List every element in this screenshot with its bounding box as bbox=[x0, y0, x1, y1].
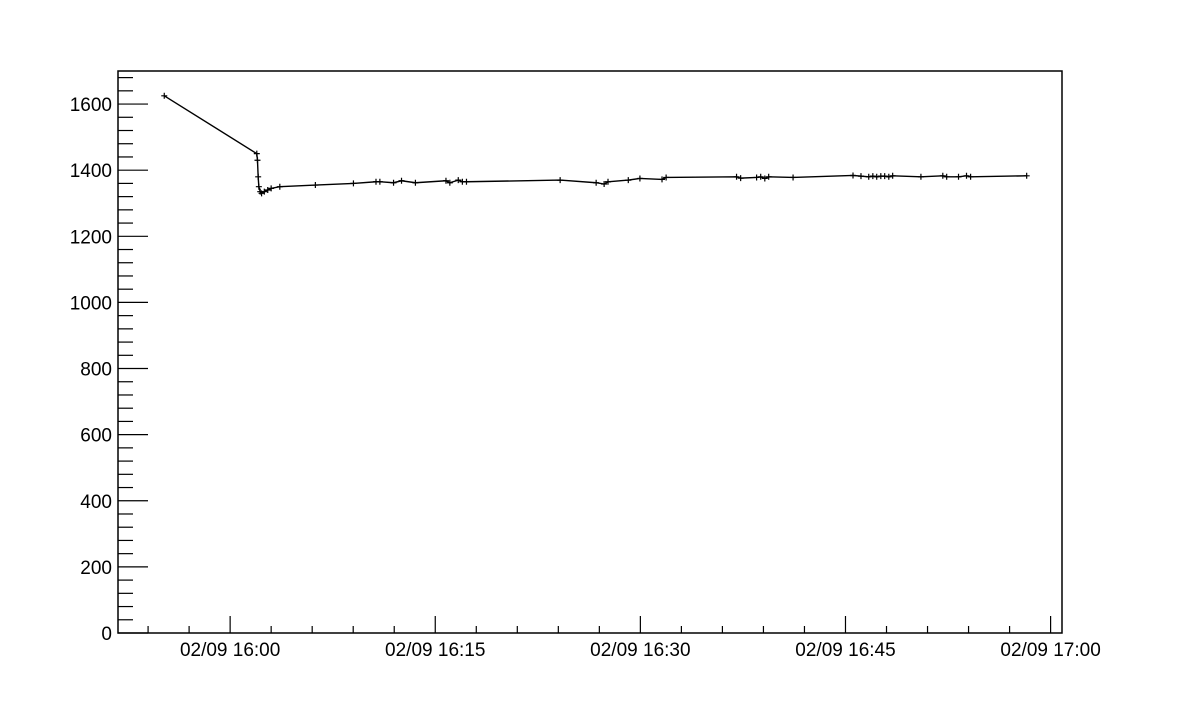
data-point-marker bbox=[463, 178, 470, 185]
data-point-marker bbox=[601, 181, 608, 188]
data-point-marker bbox=[268, 185, 275, 192]
x-tick-label: 02/09 16:15 bbox=[385, 640, 485, 661]
data-point-marker bbox=[967, 173, 974, 180]
data-point-marker bbox=[737, 175, 744, 182]
y-tick-label: 1600 bbox=[70, 95, 112, 116]
series-line bbox=[163, 95, 1027, 195]
y-tick-label: 1400 bbox=[70, 161, 112, 182]
data-point-marker bbox=[261, 188, 268, 195]
data-point-marker bbox=[636, 175, 643, 182]
data-point-marker bbox=[264, 187, 271, 194]
data-point-marker bbox=[885, 173, 892, 180]
y-tick-label: 600 bbox=[80, 426, 112, 447]
data-point-marker bbox=[873, 173, 880, 180]
data-point-marker bbox=[869, 173, 876, 180]
x-tick-label: 02/09 16:45 bbox=[795, 640, 895, 661]
data-point-marker bbox=[753, 174, 760, 181]
data-point-marker bbox=[850, 172, 857, 179]
data-point-marker bbox=[593, 179, 600, 186]
x-tick-label: 02/09 17:00 bbox=[1000, 640, 1100, 661]
y-tick-label: 1000 bbox=[70, 293, 112, 314]
data-point-marker bbox=[917, 173, 924, 180]
data-point-marker bbox=[605, 178, 612, 185]
data-point-marker bbox=[1023, 172, 1030, 179]
data-point-marker bbox=[276, 183, 283, 190]
data-point-marker bbox=[943, 173, 950, 180]
data-point-marker bbox=[390, 179, 397, 186]
data-point-marker bbox=[790, 174, 797, 181]
data-point-marker bbox=[161, 92, 168, 99]
data-point-marker bbox=[963, 172, 970, 179]
data-point-marker bbox=[757, 173, 764, 180]
data-point-marker bbox=[253, 150, 260, 157]
data-point-marker bbox=[455, 177, 462, 184]
x-tick-label: 02/09 16:00 bbox=[180, 640, 280, 661]
y-tick-label: 1200 bbox=[70, 227, 112, 248]
data-point-marker bbox=[857, 173, 864, 180]
series-layer bbox=[161, 92, 1030, 197]
data-point-marker bbox=[398, 177, 405, 184]
data-point-marker bbox=[761, 175, 768, 182]
data-point-marker bbox=[350, 180, 357, 187]
data-point-marker bbox=[865, 173, 872, 180]
data-point-marker bbox=[733, 173, 740, 180]
data-point-marker bbox=[889, 172, 896, 179]
data-point-marker bbox=[312, 182, 319, 189]
y-tick-label: 400 bbox=[80, 492, 112, 513]
data-point-marker bbox=[955, 173, 962, 180]
y-tick-label: 0 bbox=[101, 624, 112, 645]
data-point-marker bbox=[446, 179, 453, 186]
y-tick-label: 200 bbox=[80, 558, 112, 579]
y-tick-label: 800 bbox=[80, 360, 112, 381]
data-point-marker bbox=[412, 179, 419, 186]
data-point-marker bbox=[254, 157, 261, 164]
data-point-marker bbox=[939, 172, 946, 179]
plot-frame bbox=[117, 70, 1063, 634]
data-point-marker bbox=[765, 173, 772, 180]
data-point-marker bbox=[625, 177, 632, 184]
data-point-marker bbox=[881, 173, 888, 180]
data-point-marker bbox=[442, 177, 449, 184]
y-axis: 0 200 400 600 800 1000 1200 1400 1600 bbox=[70, 77, 148, 645]
data-point-marker bbox=[659, 176, 666, 183]
data-point-marker bbox=[557, 177, 564, 184]
data-point-marker bbox=[376, 178, 383, 185]
data-point-marker bbox=[255, 183, 262, 190]
data-point-marker bbox=[663, 174, 670, 181]
x-tick-label: 02/09 16:30 bbox=[590, 640, 690, 661]
data-point-marker bbox=[255, 173, 262, 180]
x-axis: 02/09 16:00 02/09 16:15 02/09 16:30 02/09 1… bbox=[147, 616, 1101, 661]
